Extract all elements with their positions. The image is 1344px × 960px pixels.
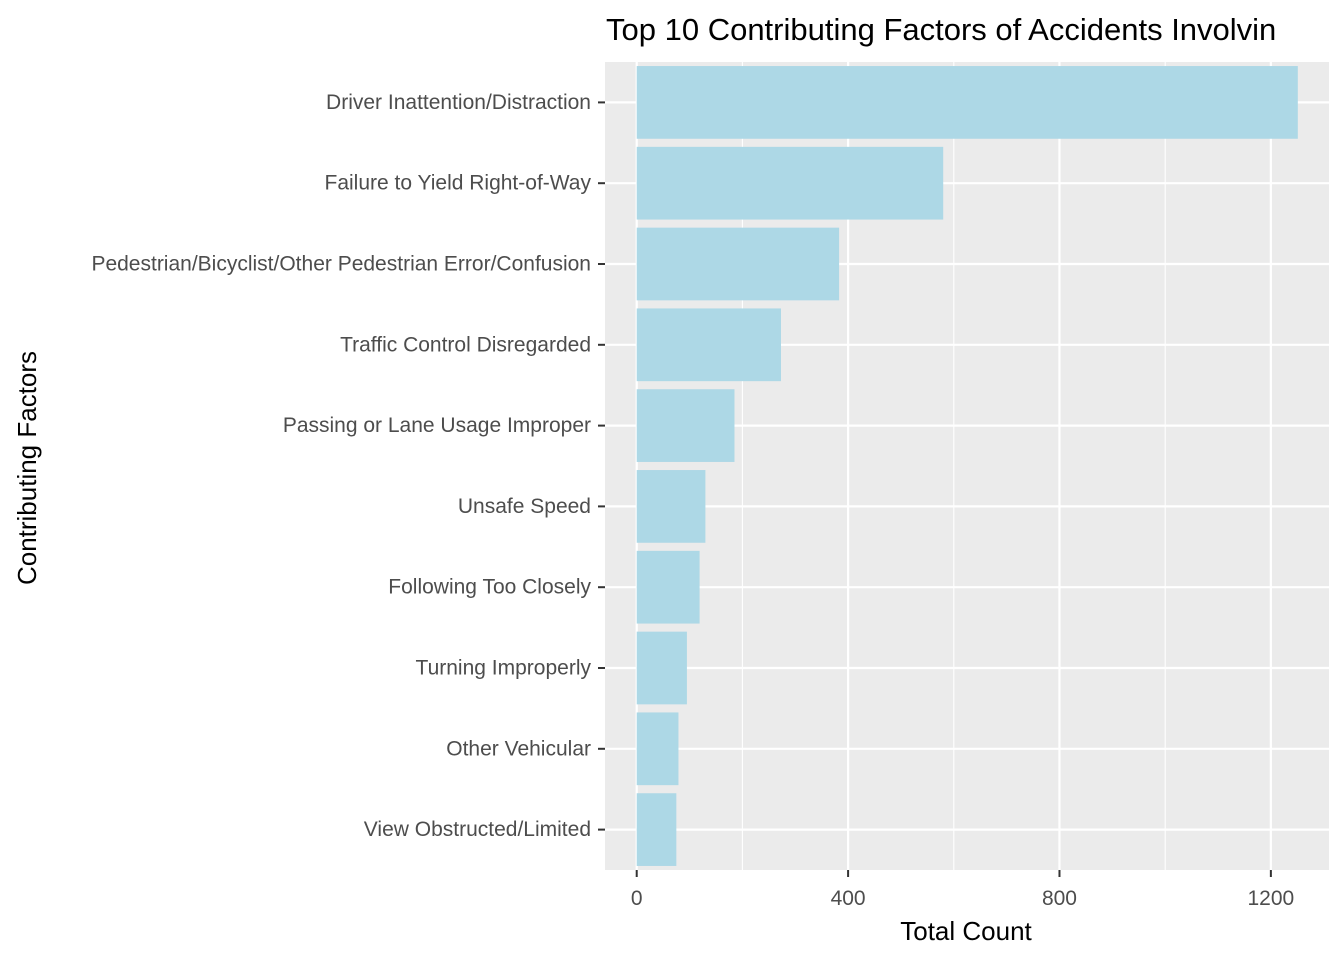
x-tick-label: 1200: [1248, 887, 1295, 910]
x-tick-label: 400: [831, 887, 866, 910]
bar: [636, 66, 1298, 139]
bar: [636, 550, 700, 624]
bar: [636, 712, 679, 786]
y-tick-label: Driver Inattention/Distraction: [326, 91, 591, 114]
y-tick-label: Traffic Control Disregarded: [340, 333, 591, 356]
chart-title: Top 10 Contributing Factors of Accidents…: [606, 12, 1276, 47]
bars: [636, 66, 1298, 866]
y-tick-label: Unsafe Speed: [458, 495, 591, 518]
bar: [636, 308, 781, 382]
bar: [636, 146, 944, 220]
x-tick-label: 0: [631, 887, 643, 910]
x-axis: 0 400 800 1200: [631, 870, 1294, 910]
bar: [636, 227, 840, 301]
y-tick-label: Turning Improperly: [416, 657, 592, 680]
y-tick-label: Other Vehicular: [446, 737, 591, 760]
y-tick-label: Failure to Yield Right-of-Way: [325, 172, 592, 195]
bar: [636, 389, 735, 462]
y-tick-label: View Obstructed/Limited: [364, 818, 591, 841]
x-axis-title: Total Count: [900, 916, 1032, 946]
bar: [636, 470, 706, 543]
y-tick-label: Pedestrian/Bicyclist/Other Pedestrian Er…: [91, 253, 591, 276]
y-tick-label: Passing or Lane Usage Improper: [283, 414, 591, 437]
y-axis-title: Contributing Factors: [12, 351, 42, 585]
bar: [636, 793, 677, 866]
y-axis: Driver Inattention/Distraction Failure to…: [91, 91, 605, 841]
y-tick-label: Following Too Closely: [388, 576, 591, 599]
x-tick-label: 800: [1042, 887, 1077, 910]
bar: [636, 631, 687, 705]
